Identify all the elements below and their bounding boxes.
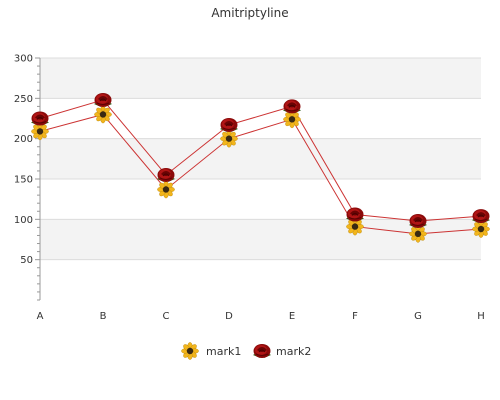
y-tick-label: 200 (14, 134, 33, 145)
legend-label: mark2 (276, 345, 311, 358)
data-point-mark1 (93, 105, 113, 124)
data-point-mark2 (408, 213, 428, 229)
data-point-mark2 (471, 208, 491, 224)
data-point-mark2 (345, 206, 365, 222)
data-point-mark1 (219, 129, 239, 148)
y-tick-label: 300 (14, 54, 33, 65)
x-tick-label: C (163, 311, 170, 322)
legend-label: mark1 (206, 345, 241, 358)
x-tick-label: D (225, 311, 233, 322)
data-point-mark2 (30, 111, 50, 126)
x-tick-label: G (414, 311, 422, 322)
plot-background (40, 58, 481, 260)
y-tick-label: 50 (20, 255, 33, 266)
x-tick-label: E (289, 311, 295, 322)
x-tick-label: B (100, 311, 107, 322)
data-point-mark2 (219, 117, 239, 133)
data-point-mark2 (282, 98, 302, 114)
x-tick-label: H (477, 311, 485, 322)
y-tick-label: 150 (14, 175, 33, 186)
series-lines (39, 99, 482, 235)
grid-lines (40, 57, 481, 261)
axes: 50 100 150 200 250 300 A B C D E F G H (14, 54, 485, 323)
legend: mark1 mark2 (180, 341, 311, 361)
chart-title: Amitriptyline (211, 6, 288, 20)
y-tick-label: 100 (14, 215, 33, 226)
plot-band (40, 138, 481, 179)
y-tick-label: 250 (14, 94, 33, 105)
data-point-mark1 (156, 180, 176, 199)
plot-band (40, 58, 481, 99)
x-tick-label: A (37, 311, 44, 322)
legend-marker-mark2 (252, 343, 272, 359)
legend-marker-mark1 (180, 341, 200, 361)
series-line-mark1 (39, 113, 482, 235)
x-tick-label: F (352, 311, 358, 322)
plot-band (40, 219, 481, 260)
series-line-mark2 (39, 99, 482, 222)
